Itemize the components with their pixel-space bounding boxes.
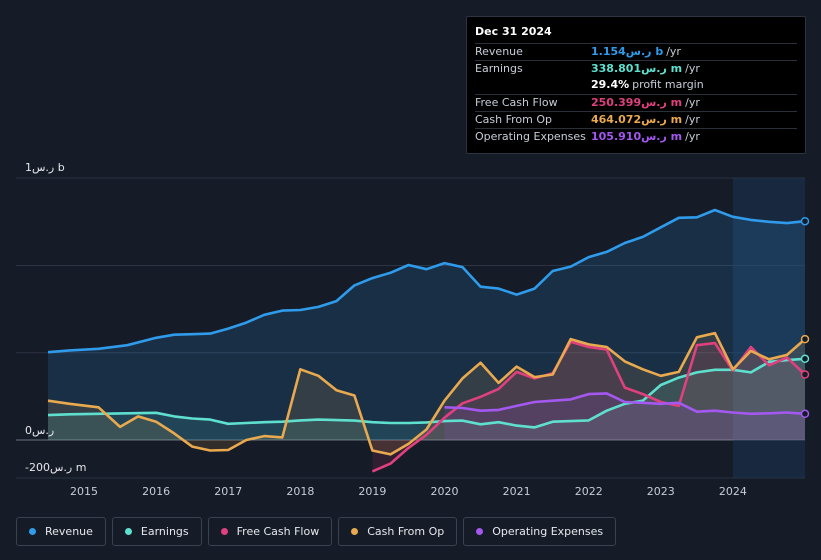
tooltip-row: Free Cash Flow 250.399ر.س m/yr (475, 94, 797, 111)
y-label-zero: 0ر.س (25, 424, 54, 437)
earnings-area (48, 358, 805, 440)
legend-item-free-cash-flow[interactable]: Free Cash Flow (207, 517, 333, 546)
tooltip-label: Cash From Op (475, 113, 553, 126)
tooltip-unit: profit margin (632, 78, 704, 91)
legend-item-operating-expenses[interactable]: Operating Expenses (463, 517, 617, 546)
tooltip-value: 338.801ر.س m (591, 62, 683, 75)
x-tick-2015: 2015 (70, 485, 98, 498)
legend-dot-icon (124, 528, 132, 535)
earnings-end-marker (800, 354, 810, 364)
tooltip-row: Operating Expenses 105.910ر.س m/yr (475, 128, 797, 145)
legend-label: Revenue (45, 525, 93, 538)
legend-dot-icon (351, 528, 359, 535)
legend-label: Operating Expenses (492, 525, 604, 538)
tooltip-row: Earnings 338.801ر.س m/yr (475, 60, 797, 77)
revenue-line (47, 208, 806, 354)
legend: Revenue Earnings Free Cash Flow Cash From O… (16, 517, 617, 546)
forecast-shade (732, 178, 805, 478)
cash-from-op-line (47, 331, 806, 456)
earnings-line (47, 357, 806, 429)
tooltip-label: Earnings (475, 62, 523, 75)
series-lines (47, 208, 806, 473)
tooltip-date: Dec 31 2024 (475, 25, 552, 38)
free-cash-flow-end-marker (800, 370, 810, 379)
legend-label: Free Cash Flow (236, 525, 320, 538)
series-fills (48, 210, 805, 472)
tooltip-label: Free Cash Flow (475, 96, 558, 109)
tooltip-label: Operating Expenses (475, 130, 586, 143)
operating-expenses-end-marker (800, 409, 810, 419)
x-tick-2018: 2018 (286, 485, 314, 498)
tooltip-value: 29.4% (591, 78, 630, 91)
legend-dot-icon (220, 528, 228, 535)
gridlines (16, 177, 805, 479)
free-cash-flow-area (372, 341, 805, 472)
x-tick-2017: 2017 (214, 485, 242, 498)
tooltip-unit: /yr (685, 96, 700, 109)
tooltip-value: 1.154ر.س b (591, 45, 664, 58)
legend-item-cash-from-op[interactable]: Cash From Op (338, 517, 458, 546)
x-tick-2021: 2021 (503, 485, 531, 498)
cash-from-op-area (48, 333, 805, 455)
x-tick-2024: 2024 (719, 485, 747, 498)
tooltip-label (475, 77, 591, 94)
y-label-bottom: -200ر.س m (25, 461, 86, 474)
tooltip-unit: /yr (685, 113, 700, 126)
tooltip-label: Revenue (475, 45, 523, 58)
revenue-area (48, 210, 805, 440)
tooltip-value: 105.910ر.س m (591, 130, 683, 143)
tooltip-value: 464.072ر.س m (591, 113, 683, 126)
legend-label: Cash From Op (367, 525, 445, 538)
tooltip-unit: /yr (685, 62, 700, 75)
series-end-markers (800, 216, 810, 419)
x-tick-2020: 2020 (431, 485, 459, 498)
tooltip-unit: /yr (666, 45, 681, 58)
tooltip-row: 29.4% profit margin (475, 77, 797, 94)
tooltip-row: Cash From Op 464.072ر.س m/yr (475, 111, 797, 128)
x-tick-2023: 2023 (647, 485, 675, 498)
legend-label: Earnings (140, 525, 189, 538)
free-cash-flow-line (371, 340, 806, 473)
tooltip-unit: /yr (685, 130, 700, 143)
tooltip-panel: Dec 31 2024 Revenue 1.154ر.س b/yr Earnings… (466, 16, 806, 154)
x-tick-2022: 2022 (575, 485, 603, 498)
y-label-top: 1ر.س b (25, 161, 65, 174)
tooltip-value: 250.399ر.س m (591, 96, 683, 109)
legend-item-earnings[interactable]: Earnings (111, 517, 202, 546)
x-tick-2016: 2016 (142, 485, 170, 498)
revenue-end-marker (800, 216, 810, 226)
legend-item-revenue[interactable]: Revenue (16, 517, 106, 546)
cash-from-op-end-marker (800, 334, 810, 344)
tooltip-row: Revenue 1.154ر.س b/yr (475, 43, 797, 60)
legend-dot-icon (29, 528, 36, 535)
x-tick-2019: 2019 (358, 485, 386, 498)
x-axis-ticks: 2015 2016 2017 2018 2019 2020 2021 2022 2023 2024 (70, 485, 747, 498)
legend-dot-icon (476, 528, 484, 535)
operating-expenses-line (444, 392, 806, 416)
